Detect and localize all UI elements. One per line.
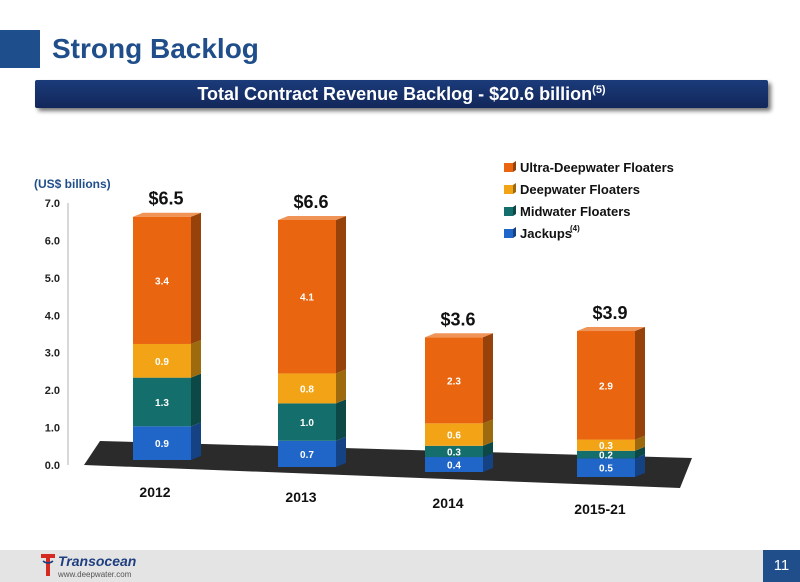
chart-floor [84,441,692,488]
bar-data-label: 2.9 [599,381,613,392]
legend-swatch [504,185,513,194]
legend-label: Midwater Floaters [520,204,631,219]
y-tick-label: 3.0 [45,348,60,360]
legend-label: Deepwater Floaters [520,182,640,197]
bar-segment-side [191,339,201,378]
bar-data-label: 0.7 [300,450,314,461]
bar-segment [577,439,635,451]
bar-segment [425,423,483,446]
legend-swatch [504,163,513,172]
y-tick-label: 1.0 [45,423,60,435]
bar-data-label: 0.3 [599,441,613,452]
legend-footnote: (4) [570,224,580,233]
bar-segment [577,450,635,459]
y-tick-label: 6.0 [45,235,60,247]
bar-segment-side [336,436,346,467]
legend-swatch-side [513,227,516,238]
legend-swatch-side [513,183,516,194]
banner-footnote: (5) [592,84,606,96]
title-accent-block [0,30,40,68]
x-category-label: 2014 [432,495,463,511]
bar-segment [133,426,191,460]
legend-swatch-side [513,205,516,216]
bar-total-label: $6.5 [148,189,183,209]
website-link[interactable]: www.deepwater.com [58,570,132,579]
bar-data-label: 0.8 [300,384,314,395]
bar-segment-side [635,454,645,477]
y-tick-label: 5.0 [45,273,60,285]
banner-text: Total Contract Revenue Backlog - $20.6 b… [197,84,593,104]
bar-data-label: 0.9 [155,439,169,450]
backlog-chart: 0.0 1.0 2.0 3.0 4.0 5.0 6.0 7.0 0.9 1.3 0.9 3.4 $6.5… [45,160,692,517]
x-category-label: 2012 [139,484,170,500]
bar-segment [577,458,635,477]
bar-segment [133,377,191,427]
bar-segment-side [635,435,645,451]
bar-data-label: 0.3 [447,447,461,458]
bar-segment-side [336,399,346,441]
bar-segment [577,331,635,440]
bar-data-label: 3.4 [155,276,169,287]
bar-segment-side [191,212,201,344]
page-number: 11 [763,550,800,582]
x-category-label: 2013 [285,489,316,505]
legend-label: Jackups [520,226,572,241]
y-tick-label: 0.0 [45,460,60,472]
bar-data-label: 0.9 [155,357,169,368]
bar-data-label: 1.0 [300,418,314,429]
y-tick-label: 4.0 [45,310,60,322]
backlog-banner: Total Contract Revenue Backlog - $20.6 b… [35,80,768,108]
legend-swatch [504,229,513,238]
logo-name: Transocean [58,553,137,569]
bar-segment-side [191,373,201,427]
bar-segment-side [483,441,493,458]
bar-segment-side [336,215,346,374]
bar-segment-side [635,327,645,440]
bar-segment-side [483,419,493,446]
bar-segment [278,373,336,404]
transocean-logo-icon [41,554,55,576]
legend-swatch-side [513,161,516,172]
bar-segment [278,219,336,374]
bar-segment [278,440,336,467]
bar-data-label: 0.4 [447,461,461,472]
y-tick-label: 2.0 [45,385,60,397]
bar-data-label: 0.2 [599,451,613,462]
bar-segment-side [483,453,493,472]
legend-swatch [504,207,513,216]
bar-data-label: 4.1 [300,293,314,304]
bar-top-face [133,212,201,217]
bar-data-label: 0.5 [599,464,613,475]
bar-total-label: $3.9 [592,303,627,323]
units-label: (US$ billions) [34,177,111,191]
bar-data-label: 1.3 [155,398,169,409]
footer-bar: Transocean www.deepwater.com 11 [0,550,800,582]
bar-total-label: $6.6 [293,192,328,212]
legend-label: Ultra-Deepwater Floaters [520,160,674,175]
slide-title: Strong Backlog [52,33,259,64]
bar-top-face [425,333,493,338]
bar-segment [133,216,191,344]
x-category-label: 2015-21 [574,501,626,517]
bar-segment-side [336,369,346,404]
bar-segment [425,337,483,424]
bar-segment-side [191,422,201,460]
bar-segment [278,403,336,441]
bar-total-label: $3.6 [440,309,475,329]
bar-segment [133,343,191,378]
bar-top-face [278,215,346,220]
y-tick-label: 7.0 [45,198,60,210]
bar-segment-side [483,333,493,424]
bar-segment [425,445,483,458]
bar-data-label: 2.3 [447,376,461,387]
bar-data-label: 0.6 [447,431,461,442]
bar-segment [425,457,483,472]
bar-top-face [577,327,645,332]
bar-segment-side [635,446,645,459]
